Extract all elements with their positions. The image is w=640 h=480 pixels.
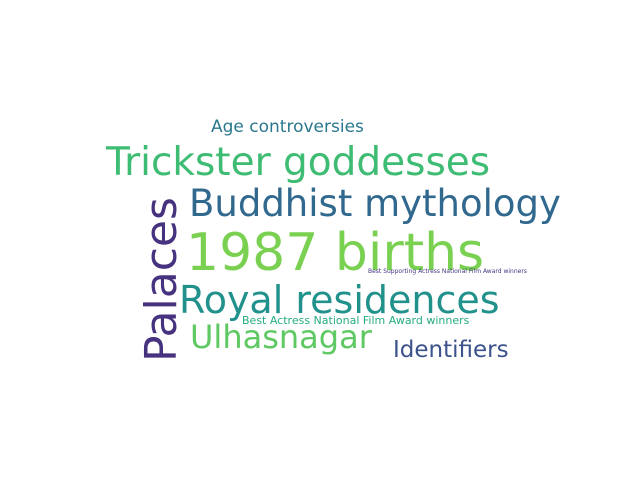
word-trickster-goddesses: Trickster goddesses (106, 140, 491, 185)
word-palaces: Palaces (136, 197, 187, 362)
word-1987-births: 1987 births (186, 223, 485, 283)
word-best-supporting-actress: Best Supporting Actress National Film Aw… (368, 268, 527, 275)
word-age-controversies: Age controversies (211, 117, 364, 137)
word-buddhist-mythology: Buddhist mythology (189, 182, 561, 225)
word-identifiers: Identifiers (393, 337, 509, 363)
word-royal-residences: Royal residences (179, 278, 500, 322)
word-best-actress: Best Actress National Film Award winners (242, 314, 470, 327)
word-ulhasnagar: Ulhasnagar (190, 318, 372, 356)
